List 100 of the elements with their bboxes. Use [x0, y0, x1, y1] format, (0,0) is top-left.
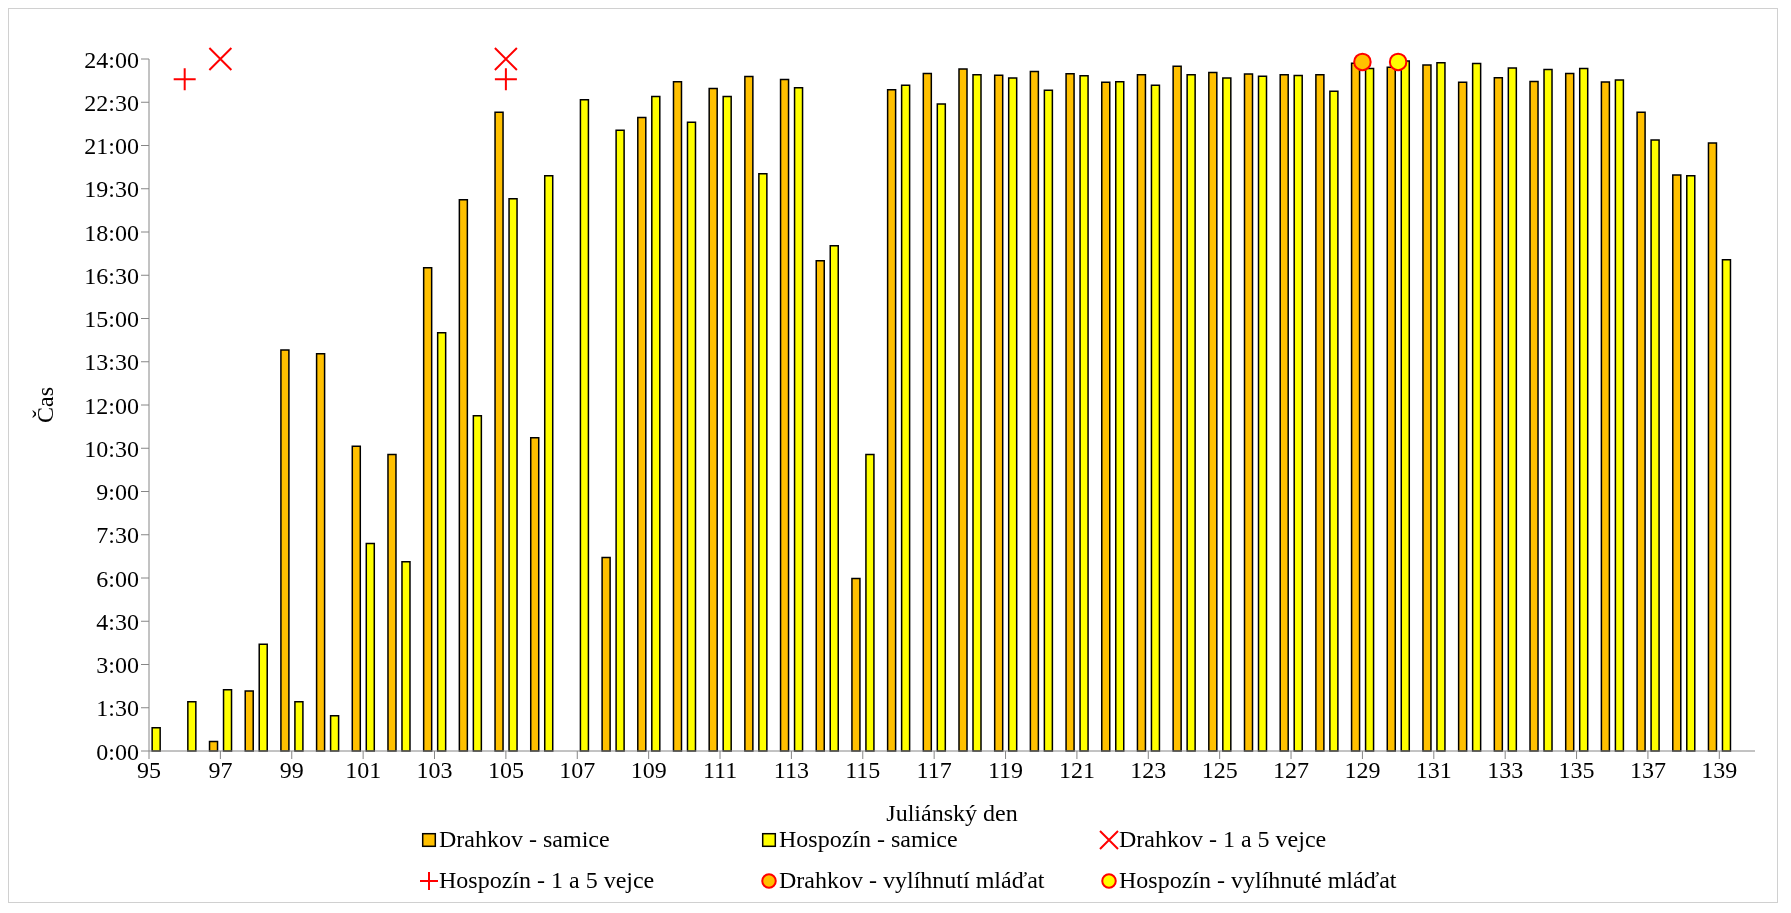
- x-tick-label: 125: [1201, 757, 1238, 784]
- bar: [722, 95, 732, 752]
- bar: [1065, 72, 1075, 752]
- bar: [1279, 74, 1289, 752]
- x-tick-label: 107: [559, 757, 596, 784]
- bar: [886, 89, 897, 752]
- y-tick-label: 18:00: [84, 219, 139, 246]
- bar: [1529, 80, 1539, 752]
- legend-label: Drahkov - vylíhnutí mláďat: [779, 867, 1045, 894]
- legend-label: Hospozín - 1 a 5 vejce: [439, 867, 655, 894]
- bar: [779, 78, 790, 752]
- x-tick-label: 127: [1273, 757, 1310, 784]
- legend-label: Drahkov - samice: [439, 826, 610, 853]
- bar: [1172, 65, 1182, 752]
- bar: [1707, 142, 1718, 752]
- bar: [315, 352, 326, 752]
- bar: [187, 700, 197, 752]
- bar: [829, 245, 839, 752]
- bar: [686, 121, 697, 752]
- bar: [1471, 62, 1482, 752]
- bar: [972, 74, 982, 752]
- x-tick-label: 105: [487, 757, 524, 784]
- x-tick-label: 123: [1130, 757, 1167, 784]
- bar: [351, 445, 362, 752]
- bar: [815, 260, 825, 752]
- x-tick-label: 113: [773, 757, 809, 784]
- bar: [151, 726, 161, 752]
- legend-label: Hospozín - samice: [779, 826, 958, 853]
- bar: [1493, 76, 1504, 752]
- bar: [651, 95, 661, 752]
- x-tick-label: 139: [1701, 757, 1738, 784]
- bar: [1007, 77, 1018, 752]
- y-tick-label: 15:00: [84, 306, 139, 333]
- bar: [294, 700, 304, 752]
- bar: [258, 643, 268, 752]
- x-tick-label: 129: [1344, 757, 1381, 784]
- bar: [637, 116, 647, 752]
- bar: [865, 453, 875, 752]
- bar: [1650, 139, 1660, 752]
- bar: [1507, 67, 1518, 752]
- bar: [958, 68, 968, 752]
- bar: [793, 87, 804, 752]
- bar: [1721, 258, 1732, 752]
- x-tick-label: 117: [916, 757, 952, 784]
- y-tick-label: 16:30: [84, 262, 139, 289]
- bar: [422, 267, 433, 752]
- x-tick-label: 103: [416, 757, 453, 784]
- y-tick-label: 21:00: [84, 133, 139, 160]
- y-tick-label: 12:00: [84, 392, 139, 419]
- bar: [1315, 74, 1325, 752]
- y-tick-label: 19:30: [84, 176, 139, 203]
- bar: [1222, 77, 1232, 752]
- bar: [329, 715, 340, 752]
- x-tick-label: 115: [845, 757, 881, 784]
- bar: [758, 173, 768, 752]
- bar: [244, 690, 254, 752]
- bar: [672, 81, 683, 752]
- x-axis-title: Juliánský den: [886, 800, 1018, 826]
- y-tick-label: 10:30: [84, 435, 139, 462]
- bar: [1600, 81, 1611, 752]
- bar: [1115, 81, 1125, 752]
- bar: [708, 87, 718, 752]
- legend-label: Drahkov - 1 a 5 vejce: [1119, 826, 1327, 853]
- bar: [922, 72, 933, 752]
- bar: [472, 414, 483, 752]
- x-tick-label: 119: [987, 757, 1024, 784]
- y-axis-title: Čas: [31, 387, 58, 423]
- x-tick-label: 109: [630, 757, 667, 784]
- bar: [615, 129, 625, 752]
- bar: [1543, 68, 1553, 752]
- bar: [1150, 84, 1161, 752]
- x-tick-label: 101: [345, 757, 382, 784]
- bar: [1029, 70, 1040, 752]
- bar: [1614, 79, 1625, 752]
- bar: [222, 689, 233, 752]
- y-tick-label: 1:30: [96, 695, 139, 722]
- bar: [1208, 71, 1218, 752]
- bar: [1564, 72, 1575, 752]
- y-tick-label: 3:00: [96, 652, 139, 679]
- x-tick-label: 95: [137, 757, 161, 784]
- x-tick-label: 133: [1487, 757, 1524, 784]
- bar: [1243, 73, 1254, 752]
- x-tick-label: 135: [1558, 757, 1595, 784]
- x-tick-label: 137: [1629, 757, 1666, 784]
- bar: [458, 198, 469, 752]
- bar: [1686, 175, 1696, 752]
- bar: [1329, 90, 1339, 752]
- bar: [1578, 67, 1589, 752]
- bar: [1457, 81, 1468, 752]
- bar: [936, 103, 947, 752]
- bar: [1043, 89, 1054, 752]
- y-tick-label: 0:00: [96, 738, 139, 765]
- bar: [365, 542, 376, 752]
- bar: [436, 331, 447, 752]
- bar: [401, 561, 411, 752]
- legend-label: Hospozín - vylíhnuté mláďat: [1119, 867, 1397, 894]
- bar: [1186, 74, 1196, 752]
- bar: [280, 349, 290, 752]
- bar: [579, 98, 590, 752]
- bar: [387, 453, 397, 752]
